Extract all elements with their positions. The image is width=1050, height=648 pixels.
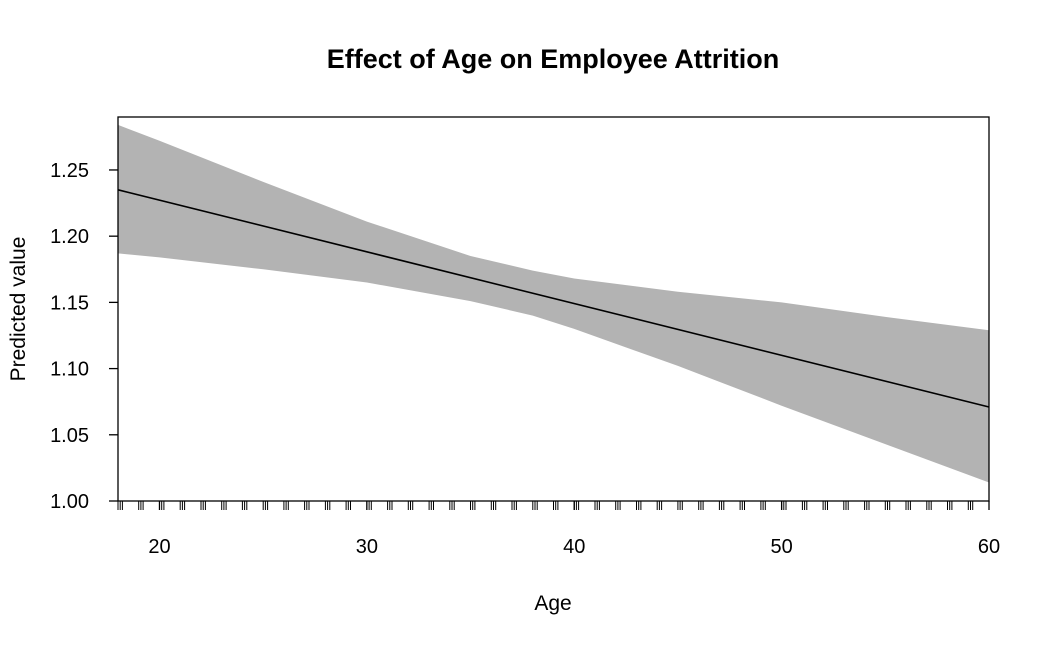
x-tick-label: 30 xyxy=(356,536,378,558)
x-axis-title: Age xyxy=(534,592,571,615)
fitted-line xyxy=(117,189,990,408)
y-axis: 1.00 1.05 1.10 1.15 1.20 1.25 xyxy=(50,160,118,513)
y-tick-label: 1.00 xyxy=(50,491,89,513)
y-axis-title: Predicted value xyxy=(7,237,30,382)
x-tick-label: 20 xyxy=(148,536,170,558)
y-tick-label: 1.10 xyxy=(50,359,89,381)
y-tick-label: 1.15 xyxy=(50,292,89,314)
y-tick-label: 1.20 xyxy=(50,226,89,248)
x-tick-label: 50 xyxy=(770,536,792,558)
rug-layer xyxy=(117,501,990,510)
y-tick-label: 1.25 xyxy=(50,160,89,182)
series-layer xyxy=(117,189,990,408)
x-axis: 20 30 40 50 60 xyxy=(148,501,1000,558)
x-tick-label: 60 xyxy=(978,536,1000,558)
chart-title: Effect of Age on Employee Attrition xyxy=(327,44,780,74)
x-tick-label: 40 xyxy=(563,536,585,558)
confidence-band-layer xyxy=(118,124,989,483)
y-tick-label: 1.05 xyxy=(50,425,89,447)
confidence-band xyxy=(118,124,989,483)
